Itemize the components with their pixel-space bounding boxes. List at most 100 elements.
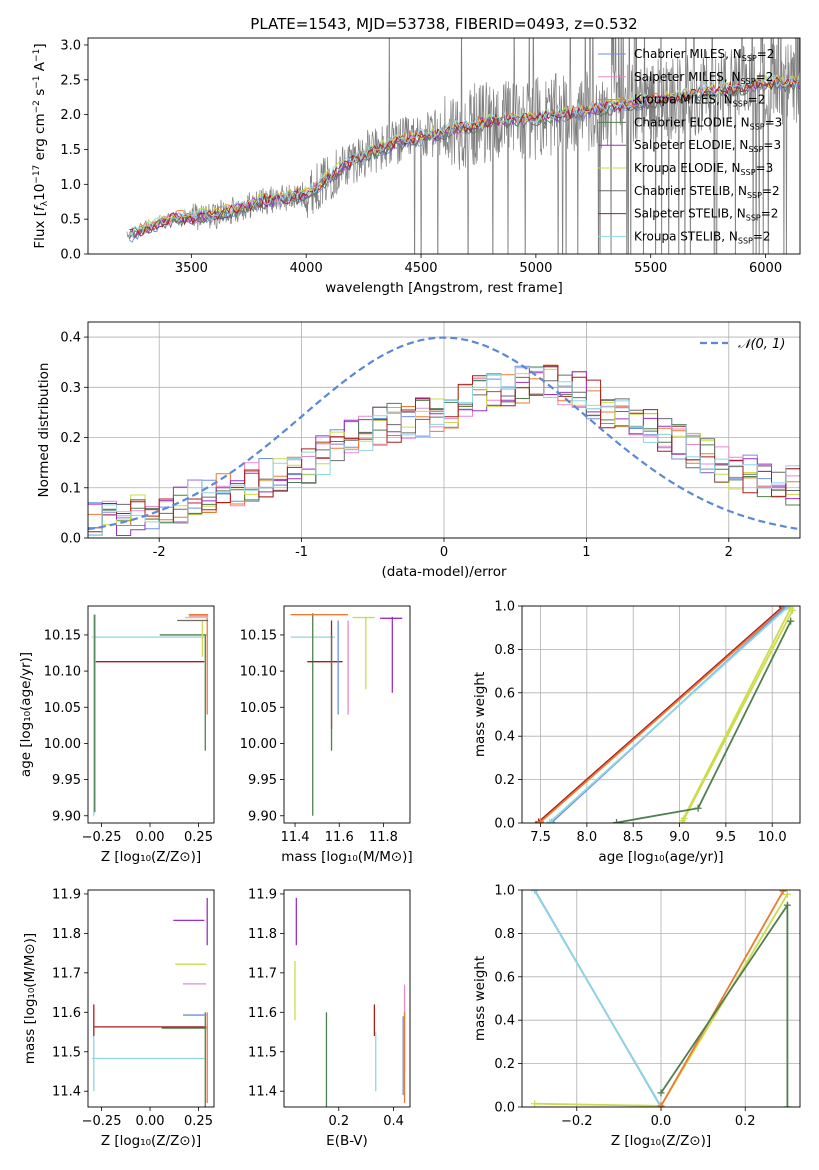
mass_vs_ebv-points	[294, 897, 406, 1107]
y-tick-label: 10.05	[44, 701, 81, 716]
y-tick-label: 9.95	[248, 773, 277, 788]
residual-histogram-step	[88, 364, 800, 526]
y-axis-label: Normed distribution	[36, 363, 52, 498]
y-axis-label: Flux [fλ10−17 erg cm−2 s−1 A−1]	[32, 43, 50, 248]
y-tick-label: 1.5	[60, 143, 81, 158]
y-tick-label: 2.5	[60, 73, 81, 88]
x-tick-label: 0.00	[136, 1114, 165, 1129]
y-tick-label: 11.7	[52, 966, 81, 981]
y-tick-label: 0.4	[494, 1014, 515, 1029]
x-axis-label: age [log₁₀(age/yr)]	[598, 849, 723, 865]
spectrum-legend: Chabrier MILES, NSSP=2 Salpeter MILES, NS…	[598, 47, 782, 245]
x-tick-label: 0.0	[651, 1114, 672, 1129]
x-tick-label: 2	[725, 545, 733, 560]
model-spectrum-line	[128, 74, 800, 237]
residual-legend: 𝒩(0, 1)	[700, 337, 785, 352]
y-tick-label: 0.2	[494, 773, 515, 788]
y-tick-label: 1.0	[494, 884, 515, 899]
residual-histogram-step	[88, 366, 800, 536]
x-tick-label: 5000	[519, 261, 552, 276]
age_vs_z-points	[91, 614, 209, 816]
y-tick-label: 9.90	[248, 809, 277, 824]
mass_vs_ebv-frame	[283, 889, 411, 1108]
x-tick-label: 4000	[290, 261, 323, 276]
y-tick-label: 11.4	[248, 1085, 277, 1100]
legend-label: Kroupa MILES, NSSP=2	[634, 93, 765, 109]
x-axis-label: E(B-V)	[326, 1133, 368, 1149]
weight-line	[681, 607, 792, 822]
weight-marker	[783, 901, 791, 909]
y-tick-label: 0.2	[494, 1057, 515, 1072]
y-tick-label: 9.95	[52, 773, 81, 788]
x-tick-label: 11.8	[369, 830, 398, 845]
weight-line	[539, 606, 785, 823]
legend-label: Salpeter ELODIE, NSSP=3	[634, 138, 781, 154]
weight-marker	[779, 890, 787, 895]
weight-line	[533, 890, 662, 1107]
weight-marker	[657, 1102, 665, 1107]
x-tick-label: 0.25	[184, 830, 213, 845]
legend-label: 𝒩(0, 1)	[738, 337, 785, 352]
residuals-frame	[87, 321, 801, 539]
x-tick-label: 0	[440, 545, 448, 560]
mass_vs_z-points	[91, 897, 208, 1107]
weight_vs_age-frame	[521, 605, 801, 824]
x-tick-label: 0.25	[184, 1114, 213, 1129]
x-tick-label: 0.4	[383, 1114, 404, 1129]
weight-line	[538, 606, 783, 823]
y-tick-label: 0.1	[60, 481, 81, 496]
weight-marker	[680, 815, 688, 823]
y-axis-label: age [log₁₀(age/yr)]	[18, 652, 34, 777]
x-axis-label: wavelength [Angstrom, rest frame]	[325, 280, 563, 296]
x-axis-label: Z [log₁₀(Z/Z⊙)]	[101, 1133, 201, 1149]
weight-marker	[787, 617, 795, 625]
age_vs_z-frame	[87, 605, 215, 824]
weight-marker	[783, 1103, 791, 1107]
weight_vs_z-frame	[521, 889, 801, 1108]
y-tick-label: 1.0	[60, 178, 81, 193]
x-axis-label: mass [log₁₀(M/M⊙)]	[281, 849, 412, 865]
y-tick-label: 0.4	[494, 730, 515, 745]
x-tick-label: −0.2	[561, 1114, 593, 1129]
weight-marker	[789, 606, 797, 614]
y-axis-label: mass weight	[472, 956, 488, 1041]
spectrum-lines	[126, 38, 800, 254]
y-tick-label: 10.00	[240, 737, 277, 752]
x-tick-label: −0.25	[82, 830, 122, 845]
figure-title: PLATE=1543, MJD=53738, FIBERID=0493, z=0…	[250, 15, 637, 33]
y-tick-label: 10.00	[44, 737, 81, 752]
weight-line	[660, 902, 789, 1107]
age_vs_mass-axes: 11.4 11.6 11.8 9.90 9.95 10.00 10.05 10.10 10.15…	[240, 628, 413, 865]
y-axis-label: mass weight	[472, 672, 488, 757]
spectrum-frame	[87, 37, 801, 255]
x-axis-label: (data-model)/error	[381, 564, 507, 580]
weight_vs_age-lines	[535, 606, 797, 823]
age_vs_z-axes: −0.25 0.00 0.25 9.90 9.95 10.00 10.05 10.10 10.1…	[18, 628, 213, 865]
x-tick-label: 0.2	[735, 1114, 756, 1129]
weight-line	[549, 606, 789, 823]
weight_vs_z-axes: −0.2 0.0 0.2 0.0 0.2 0.4 0.6 0.8 1.0 Z [log₁₀(Z/Z…	[472, 884, 800, 1149]
y-tick-label: 11.7	[248, 966, 277, 981]
x-tick-label: 9.5	[716, 830, 737, 845]
x-tick-label: 4500	[404, 261, 437, 276]
y-tick-label: 0.0	[494, 817, 515, 832]
y-tick-label: 3.0	[60, 38, 81, 53]
x-tick-label: 0.00	[136, 830, 165, 845]
y-tick-label: 0.4	[60, 331, 81, 346]
y-tick-label: 10.15	[240, 628, 277, 643]
weight-marker	[537, 818, 545, 823]
mass_vs_z-frame	[87, 889, 215, 1108]
y-tick-label: 0.6	[494, 970, 515, 985]
y-tick-label: 10.05	[240, 701, 277, 716]
x-axis-label: Z [log₁₀(Z/Z⊙)]	[611, 1133, 711, 1149]
age_vs_mass-points	[290, 613, 403, 816]
mass_vs_ebv-axes: 0.2 0.4 11.4 11.5 11.6 11.7 11.8 11.9 E(B-V)	[248, 887, 404, 1149]
y-tick-label: 0.0	[60, 532, 81, 547]
legend-label: Chabrier ELODIE, NSSP=3	[634, 115, 782, 131]
y-tick-label: 0.8	[494, 643, 515, 658]
x-axis-label: Z [log₁₀(Z/Z⊙)]	[101, 849, 201, 865]
gaussian-curve	[88, 336, 798, 531]
y-tick-label: 0.5	[60, 213, 81, 228]
legend-label: Kroupa ELODIE, NSSP=3	[634, 161, 773, 177]
x-tick-label: -2	[153, 545, 166, 560]
